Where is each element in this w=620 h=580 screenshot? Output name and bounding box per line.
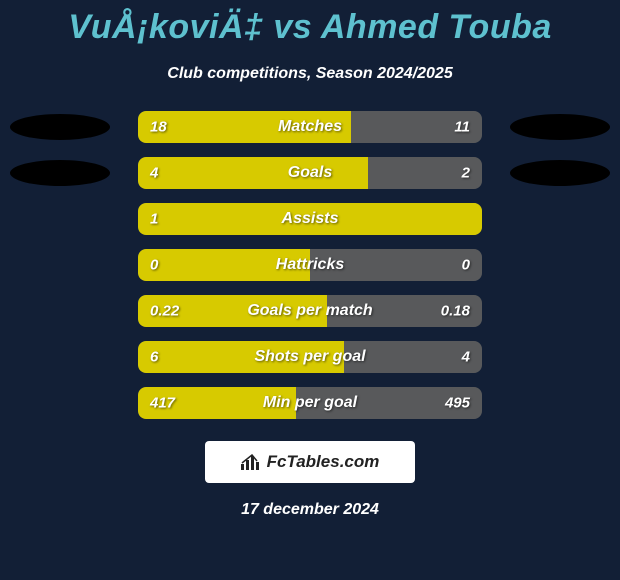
stat-value-left: 417 — [150, 395, 175, 412]
stat-bar: 18 11 Matches — [138, 111, 482, 143]
stat-value-right: 495 — [445, 395, 470, 412]
stat-value-right: 2 — [462, 165, 470, 182]
stat-value-right: 11 — [454, 119, 470, 136]
stat-label: Assists — [282, 210, 339, 228]
page-title: VuÅ¡koviÄ‡ vs Ahmed Touba — [68, 8, 552, 47]
stat-row: 4 2 Goals — [0, 157, 620, 189]
stat-label: Goals — [288, 164, 332, 182]
stat-bar: 1 Assists — [138, 203, 482, 235]
stat-label: Shots per goal — [254, 348, 365, 366]
stat-value-left: 0.22 — [150, 303, 179, 320]
stat-value-left: 6 — [150, 349, 158, 366]
brand-box[interactable]: FcTables.com — [205, 441, 415, 483]
date-label: 17 december 2024 — [241, 501, 379, 519]
stat-rows: 18 11 Matches 4 2 Goals 1 Assists 0 0 Hattricks 0.2… — [0, 111, 620, 419]
stat-value-left: 1 — [150, 211, 158, 228]
stat-value-left: 4 — [150, 165, 158, 182]
stat-value-left: 0 — [150, 257, 158, 274]
player-oval-left — [10, 160, 110, 186]
stat-label: Goals per match — [247, 302, 372, 320]
bars-icon — [241, 454, 261, 470]
stat-row: 18 11 Matches — [0, 111, 620, 143]
stat-row: 0 0 Hattricks — [0, 249, 620, 281]
stat-bar: 4 2 Goals — [138, 157, 482, 189]
stat-label: Matches — [278, 118, 342, 136]
stat-bar: 417 495 Min per goal — [138, 387, 482, 419]
stat-row: 417 495 Min per goal — [0, 387, 620, 419]
player-oval-right — [510, 160, 610, 186]
stat-bar: 6 4 Shots per goal — [138, 341, 482, 373]
stat-label: Min per goal — [263, 394, 357, 412]
stat-value-left: 18 — [150, 119, 167, 136]
stat-row: 0.22 0.18 Goals per match — [0, 295, 620, 327]
player-oval-right — [510, 114, 610, 140]
stat-bar: 0.22 0.18 Goals per match — [138, 295, 482, 327]
stat-value-right: 4 — [462, 349, 470, 366]
stat-row: 6 4 Shots per goal — [0, 341, 620, 373]
player-oval-left — [10, 114, 110, 140]
comparison-card: VuÅ¡koviÄ‡ vs Ahmed Touba Club competiti… — [0, 0, 620, 580]
brand-label: FcTables.com — [267, 452, 380, 472]
page-subtitle: Club competitions, Season 2024/2025 — [167, 65, 452, 83]
stat-bar: 0 0 Hattricks — [138, 249, 482, 281]
stat-bar-left-fill — [138, 157, 368, 189]
stat-label: Hattricks — [276, 256, 344, 274]
stat-value-right: 0.18 — [441, 303, 470, 320]
stat-row: 1 Assists — [0, 203, 620, 235]
stat-value-right: 0 — [462, 257, 470, 274]
